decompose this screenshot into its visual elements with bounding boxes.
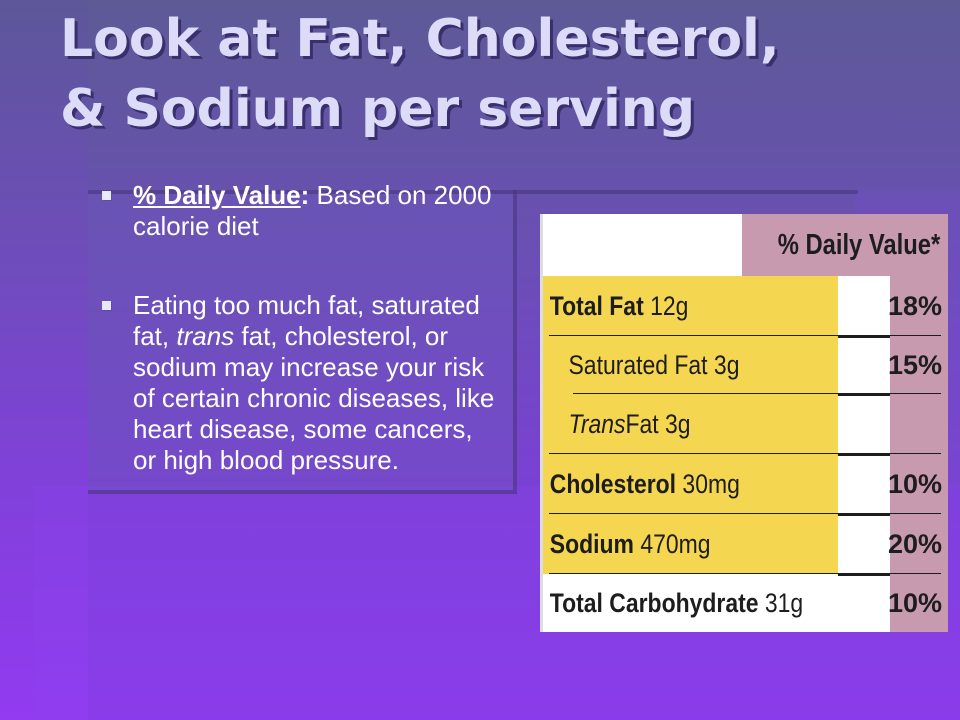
label-row-cholesterol: Cholesterol 30mg 10% (543, 454, 948, 514)
label-header-row: % Daily Value* (543, 214, 948, 276)
label-row-percent (890, 394, 948, 454)
label-row-amount: 30mg (676, 468, 740, 499)
bullet-health-risk: Eating too much fat, saturated fat, tran… (100, 290, 500, 476)
bullet-list: % Daily Value: Based on 2000 calorie die… (100, 180, 500, 476)
nutrition-label-image: % Daily Value* Total Fat 12g 18% Saturat… (540, 214, 948, 632)
label-row-amount: 12g (643, 290, 689, 321)
daily-value-text: Based on 2000 calorie diet (133, 180, 492, 241)
label-header-blank (543, 214, 742, 276)
label-row-sodium: Sodium 470mg 20% (543, 514, 948, 574)
label-row-name: Trans (568, 408, 626, 439)
daily-value-term: % Daily Value (133, 180, 301, 210)
label-row-name: Total Carbohydrate (549, 587, 759, 618)
label-row-name: Cholesterol (549, 468, 677, 499)
label-row-percent: 10% (888, 574, 948, 632)
slide-title-line-1: Look at Fat, Cholesterol, (60, 9, 780, 69)
label-row-percent: 15% (888, 336, 948, 394)
label-row-percent: 18% (888, 276, 948, 336)
label-row-name: Saturated Fat 3g (568, 349, 740, 380)
label-daily-value-header: % Daily Value* (741, 214, 948, 276)
health-risk-italic: trans (176, 321, 235, 351)
label-row-amount: 31g (758, 587, 804, 618)
slide-title: Look at Fat, Cholesterol, & Sodium per s… (60, 4, 780, 144)
bullet-daily-value: % Daily Value: Based on 2000 calorie die… (100, 180, 500, 242)
label-row-saturated-fat: Saturated Fat 3g 15% (543, 336, 948, 394)
health-risk-text-before: Eating too much fat, saturated fat, (133, 290, 480, 351)
label-row-name: Sodium (549, 528, 634, 559)
decor-left-bar (0, 0, 88, 720)
label-row-name: Total Fat (549, 290, 644, 321)
label-row-trans-fat: Trans Fat 3g (543, 394, 948, 454)
label-row-amount: Fat 3g (625, 408, 691, 439)
health-risk-text-after: fat, cholesterol, or sodium may increase… (133, 321, 495, 475)
label-row-amount: 470mg (633, 528, 711, 559)
label-row-total-fat: Total Fat 12g 18% (543, 276, 948, 336)
label-row-percent: 10% (888, 454, 948, 514)
decor-top-line (88, 190, 858, 194)
decor-mid-panel (88, 190, 517, 494)
label-row-percent: 20% (888, 514, 948, 574)
daily-value-colon: : (300, 180, 310, 210)
slide-title-line-2: & Sodium per serving (60, 79, 696, 139)
square-bullet-icon (102, 191, 111, 200)
square-bullet-icon (102, 301, 111, 310)
label-row-total-carbohydrate: Total Carbohydrate 31g 10% (543, 574, 948, 632)
